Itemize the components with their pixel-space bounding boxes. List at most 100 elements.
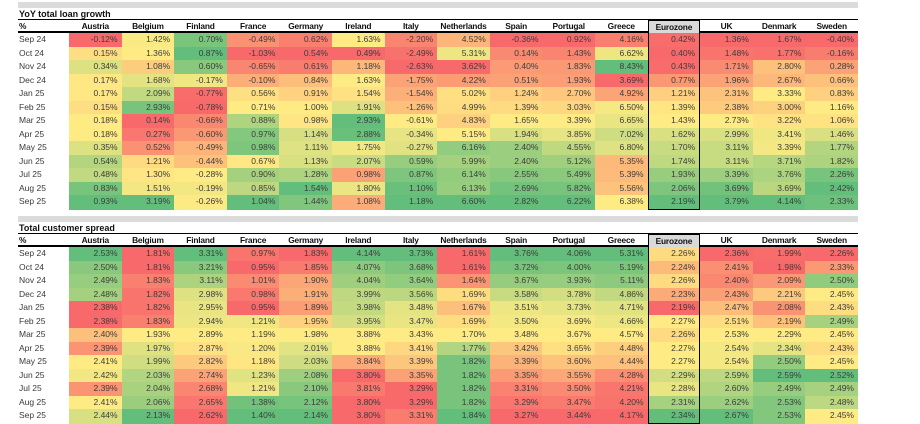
heatmap-cell: 1.04% [226,195,280,210]
heatmap-cell: 2.21% [752,287,806,301]
heatmap-cell: 1.36% [121,46,175,60]
heatmap-cell: -0.34% [384,127,438,141]
heatmap-cell: 2.19% [647,301,701,315]
row-label: Mar 25 [18,328,69,342]
heatmap-cell: 4.07% [331,260,385,274]
heatmap-cell: -1.75% [384,73,438,87]
heatmap-cell: 2.40% [69,328,122,342]
heatmap-cell: 3.69% [700,181,753,195]
column-header-netherlands: Netherlands [440,235,487,245]
heatmap-cell: 3.93% [542,274,595,288]
heatmap-cell: 5.49% [542,168,595,182]
heatmap-cell: 1.21% [226,314,280,328]
table-row: Dec 24 2.48% 1.82% 2.98% 0.98% 1.91% 3.99% 3.56… [18,287,858,301]
heatmap-cell: 3.11% [174,274,227,288]
heatmap-cell: 4.06% [542,247,595,261]
heatmap-cell: 4.92% [594,87,648,101]
heatmap-cell: 2.62% [700,395,753,409]
row-label: Jul 25 [18,382,69,396]
unit-header: % [19,21,27,31]
heatmap-cell: -0.60% [174,127,227,141]
heatmap-cell: 2.88% [331,127,385,141]
heatmap-cell: 4.21% [594,382,648,396]
heatmap-cell: 2.26% [647,274,701,288]
heatmap-cell: 6.14% [437,168,490,182]
heatmap-cell: 4.99% [437,100,490,114]
heatmap-cell: 2.52% [805,368,858,382]
heatmap-cell: 2.69% [489,181,543,195]
heatmap-cell: 3.42% [489,341,543,355]
heatmap-cell: 2.74% [174,368,227,382]
table-row: Mar 25 0.18% 0.14% -0.66% 0.88% 0.98% 2.93% -0.… [18,114,858,128]
heatmap-cell: 1.69% [437,287,490,301]
heatmap-cell: 2.19% [752,314,806,328]
heatmap-cell: 1.39% [489,100,543,114]
heatmap-cell: 2.08% [279,368,332,382]
column-header-eurozone: Eurozone [647,20,701,33]
heatmap-cell: 1.54% [331,87,385,101]
heatmap-cell: 1.48% [700,46,753,60]
heatmap-cell: -0.28% [174,168,227,182]
heatmap-cell: 1.61% [437,260,490,274]
heatmap-cell: 3.55% [542,368,595,382]
heatmap-cell: 1.18% [384,195,438,210]
row-label: Oct 24 [18,46,69,60]
heatmap-cell: -0.17% [174,73,227,87]
table-row: Mar 25 2.40% 1.93% 2.89% 1.19% 1.98% 3.88% 3.43… [18,328,858,342]
heatmap-cell: 0.61% [279,60,332,74]
column-header-eurozone: Eurozone [647,234,701,247]
column-header-greece: Greece [607,21,635,31]
heatmap-cell: 1.81% [121,247,175,261]
heatmap-cell: 3.21% [174,260,227,274]
heatmap-cell: 1.40% [226,409,280,424]
heatmap-cell: 1.16% [805,100,858,114]
column-header-spain: Spain [505,21,527,31]
heatmap-cell: 3.29% [489,395,543,409]
heatmap-cell: 1.67% [437,301,490,315]
heatmap-cell: 1.08% [121,60,175,74]
heatmap-cell: 2.40% [700,274,753,288]
heatmap-cell: 2.95% [174,301,227,315]
heatmap-cell: 0.15% [69,46,122,60]
heatmap-cell: 0.54% [279,46,332,60]
row-label: Oct 24 [18,260,69,274]
heatmap-cell: 1.82% [437,395,490,409]
heatmap-cell: 2.43% [805,341,858,355]
heatmap-cell: 0.85% [226,181,280,195]
heatmap-cell: 0.40% [647,46,701,60]
heatmap-cell: 3.47% [542,395,595,409]
heatmap-cell: 1.67% [752,33,806,47]
heatmap-cell: 1.42% [121,33,175,47]
heatmap-cell: 3.99% [331,287,385,301]
heatmap-cell: 1.10% [384,181,438,195]
heatmap-cell: 2.39% [69,382,122,396]
heatmap-cell: 2.48% [69,287,122,301]
heatmap-cell: 0.49% [331,46,385,60]
row-label: Apr 25 [18,341,69,355]
heatmap-cell: 1.23% [226,368,280,382]
row-label: Sep 25 [18,409,69,424]
heatmap-cell: 2.59% [700,368,753,382]
table-row: Oct 24 2.50% 1.81% 3.21% 0.95% 1.85% 4.07% 3.68… [18,260,858,274]
heatmap-cell: 3.65% [542,341,595,355]
column-header-italy: Italy [403,235,419,245]
heatmap-cell: 2.33% [805,260,858,274]
heatmap-cell: 1.24% [489,87,543,101]
table-row: Oct 24 0.15% 1.36% 0.87% -1.03% 0.54% 0.49% -2.… [18,46,858,60]
heatmap-cell: 2.28% [647,382,701,396]
heatmap-cell: 0.71% [226,100,280,114]
table-row: Jan 25 0.17% 2.09% -0.77% 0.56% 0.91% 1.54% -1.… [18,87,858,101]
heatmap-cell: 3.39% [700,168,753,182]
heatmap-cell: 0.14% [121,114,175,128]
heatmap-cell: 0.59% [384,154,438,168]
heatmap-cell: 0.98% [226,141,280,155]
heatmap-cell: 1.74% [647,154,701,168]
heatmap-cell: 2.43% [700,287,753,301]
heatmap-cell: 4.66% [594,314,648,328]
heatmap-cell: 1.21% [647,87,701,101]
heatmap-cell: 4.20% [594,395,648,409]
heatmap-cell: 1.93% [121,328,175,342]
heatmap-cell: 2.73% [700,114,753,128]
row-label: Nov 24 [18,274,69,288]
